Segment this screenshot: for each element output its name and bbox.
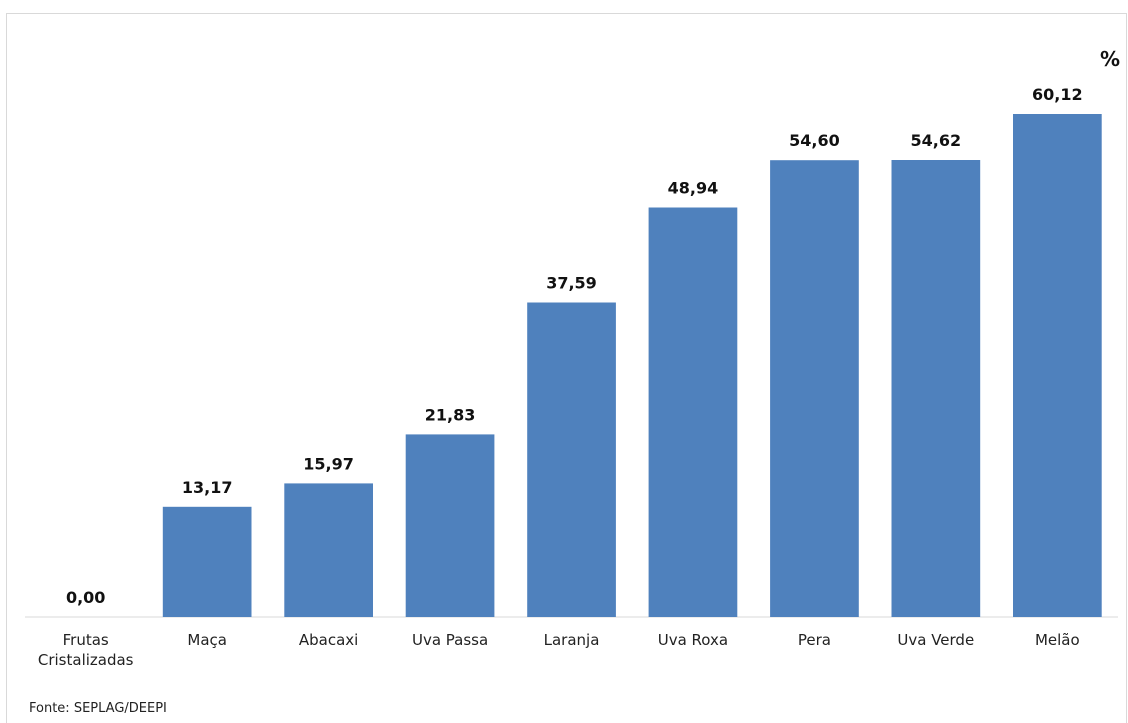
data-label: 48,94 bbox=[668, 179, 719, 198]
x-tick-label: Uva Roxa bbox=[658, 631, 728, 649]
unit-label: % bbox=[1100, 47, 1120, 71]
x-tick-label: Maça bbox=[187, 631, 227, 649]
data-label: 0,00 bbox=[66, 588, 105, 607]
x-tick-label: Laranja bbox=[544, 631, 600, 649]
data-label: 15,97 bbox=[303, 454, 354, 473]
bar bbox=[405, 434, 495, 617]
bar bbox=[891, 160, 981, 617]
value-labels-group: 0,00 13,17 15,97 21,83 37,59 48,94 54,60 54,62 6… bbox=[66, 85, 1083, 607]
bar bbox=[162, 506, 252, 617]
bar bbox=[284, 483, 373, 617]
x-tick-label: Melão bbox=[1035, 631, 1080, 649]
bars-group bbox=[162, 114, 1102, 617]
data-label: 21,83 bbox=[425, 405, 476, 424]
bar bbox=[527, 302, 616, 617]
x-tick-label: Pera bbox=[798, 631, 831, 649]
source-note: Fonte: SEPLAG/DEEPI bbox=[29, 701, 167, 716]
data-label: 54,62 bbox=[910, 131, 961, 150]
data-label: 37,59 bbox=[546, 274, 597, 293]
chart-frame bbox=[6, 13, 1127, 723]
category-labels-group: Frutas Cristalizadas Maça Abacaxi Uva Passa L… bbox=[38, 631, 1080, 669]
x-tick-label: Uva Verde bbox=[897, 631, 974, 649]
data-label: 54,60 bbox=[789, 131, 840, 150]
x-tick-label: Frutas Cristalizadas bbox=[38, 631, 134, 669]
bar bbox=[1013, 114, 1102, 617]
x-tick-label: Abacaxi bbox=[299, 631, 358, 649]
bar bbox=[770, 160, 859, 617]
data-label: 60,12 bbox=[1032, 85, 1083, 104]
bar bbox=[648, 207, 738, 617]
x-tick-label: Uva Passa bbox=[412, 631, 488, 649]
data-label: 13,17 bbox=[182, 478, 233, 497]
